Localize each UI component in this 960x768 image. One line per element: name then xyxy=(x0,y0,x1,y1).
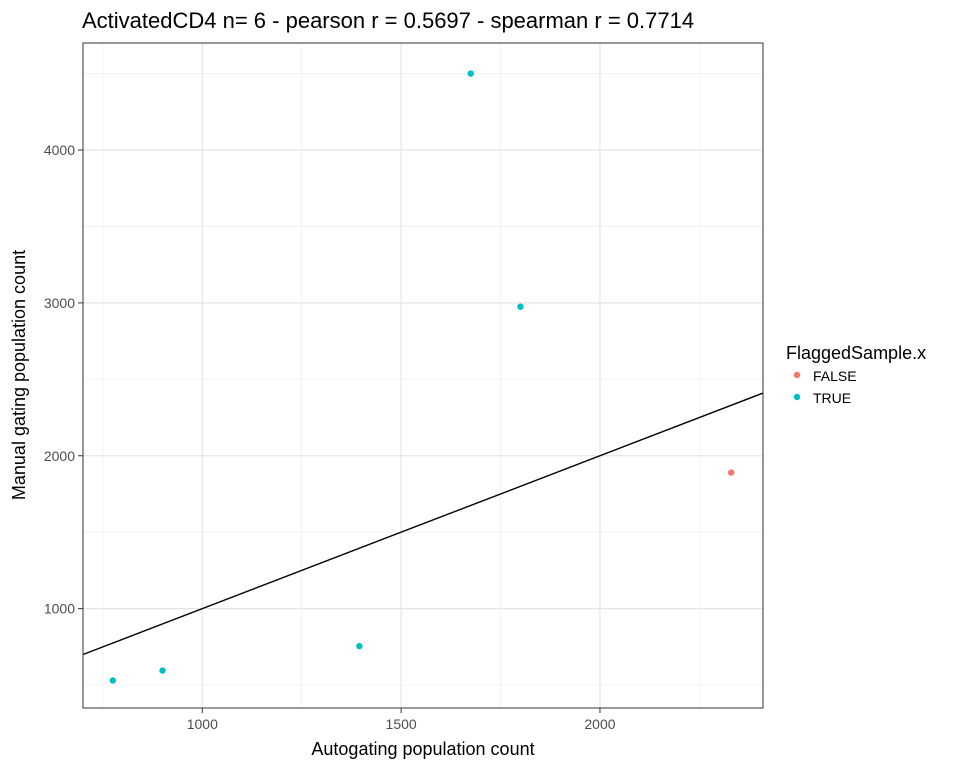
y-axis-ticks: 1000 2000 3000 4000 xyxy=(44,142,83,617)
y-tick-label: 4000 xyxy=(44,142,75,158)
x-axis-ticks: 1000 1500 2000 xyxy=(187,708,616,732)
reference-line-group xyxy=(82,392,764,656)
x-tick-label: 1000 xyxy=(187,716,218,732)
data-point-true xyxy=(109,677,117,684)
x-tick-label: 2000 xyxy=(584,716,615,732)
y-axis-title: Manual gating population count xyxy=(9,250,29,500)
legend-title: FlaggedSample.x xyxy=(786,343,926,363)
reference-line xyxy=(82,392,764,656)
data-point-true xyxy=(517,303,524,310)
y-tick-label: 1000 xyxy=(44,601,75,617)
x-tick-label: 1500 xyxy=(386,716,417,732)
data-point-true xyxy=(159,667,166,674)
legend-label-false: FALSE xyxy=(813,368,857,384)
data-points xyxy=(109,70,735,684)
minor-gridlines xyxy=(83,43,763,708)
data-point-true xyxy=(467,70,474,77)
legend: FlaggedSample.x FALSE TRUE xyxy=(786,343,926,406)
y-tick-label: 2000 xyxy=(44,448,75,464)
major-gridlines xyxy=(83,43,763,708)
legend-label-true: TRUE xyxy=(813,390,851,406)
legend-key-true xyxy=(793,393,801,401)
plot-panel-border xyxy=(82,42,764,709)
data-point-false xyxy=(727,469,735,476)
chart-title: ActivatedCD4 n= 6 - pearson r = 0.5697 -… xyxy=(82,8,694,33)
y-tick-label: 3000 xyxy=(44,295,75,311)
x-axis-title: Autogating population count xyxy=(311,739,534,759)
data-point-true xyxy=(356,642,363,650)
legend-key-false xyxy=(793,371,801,379)
